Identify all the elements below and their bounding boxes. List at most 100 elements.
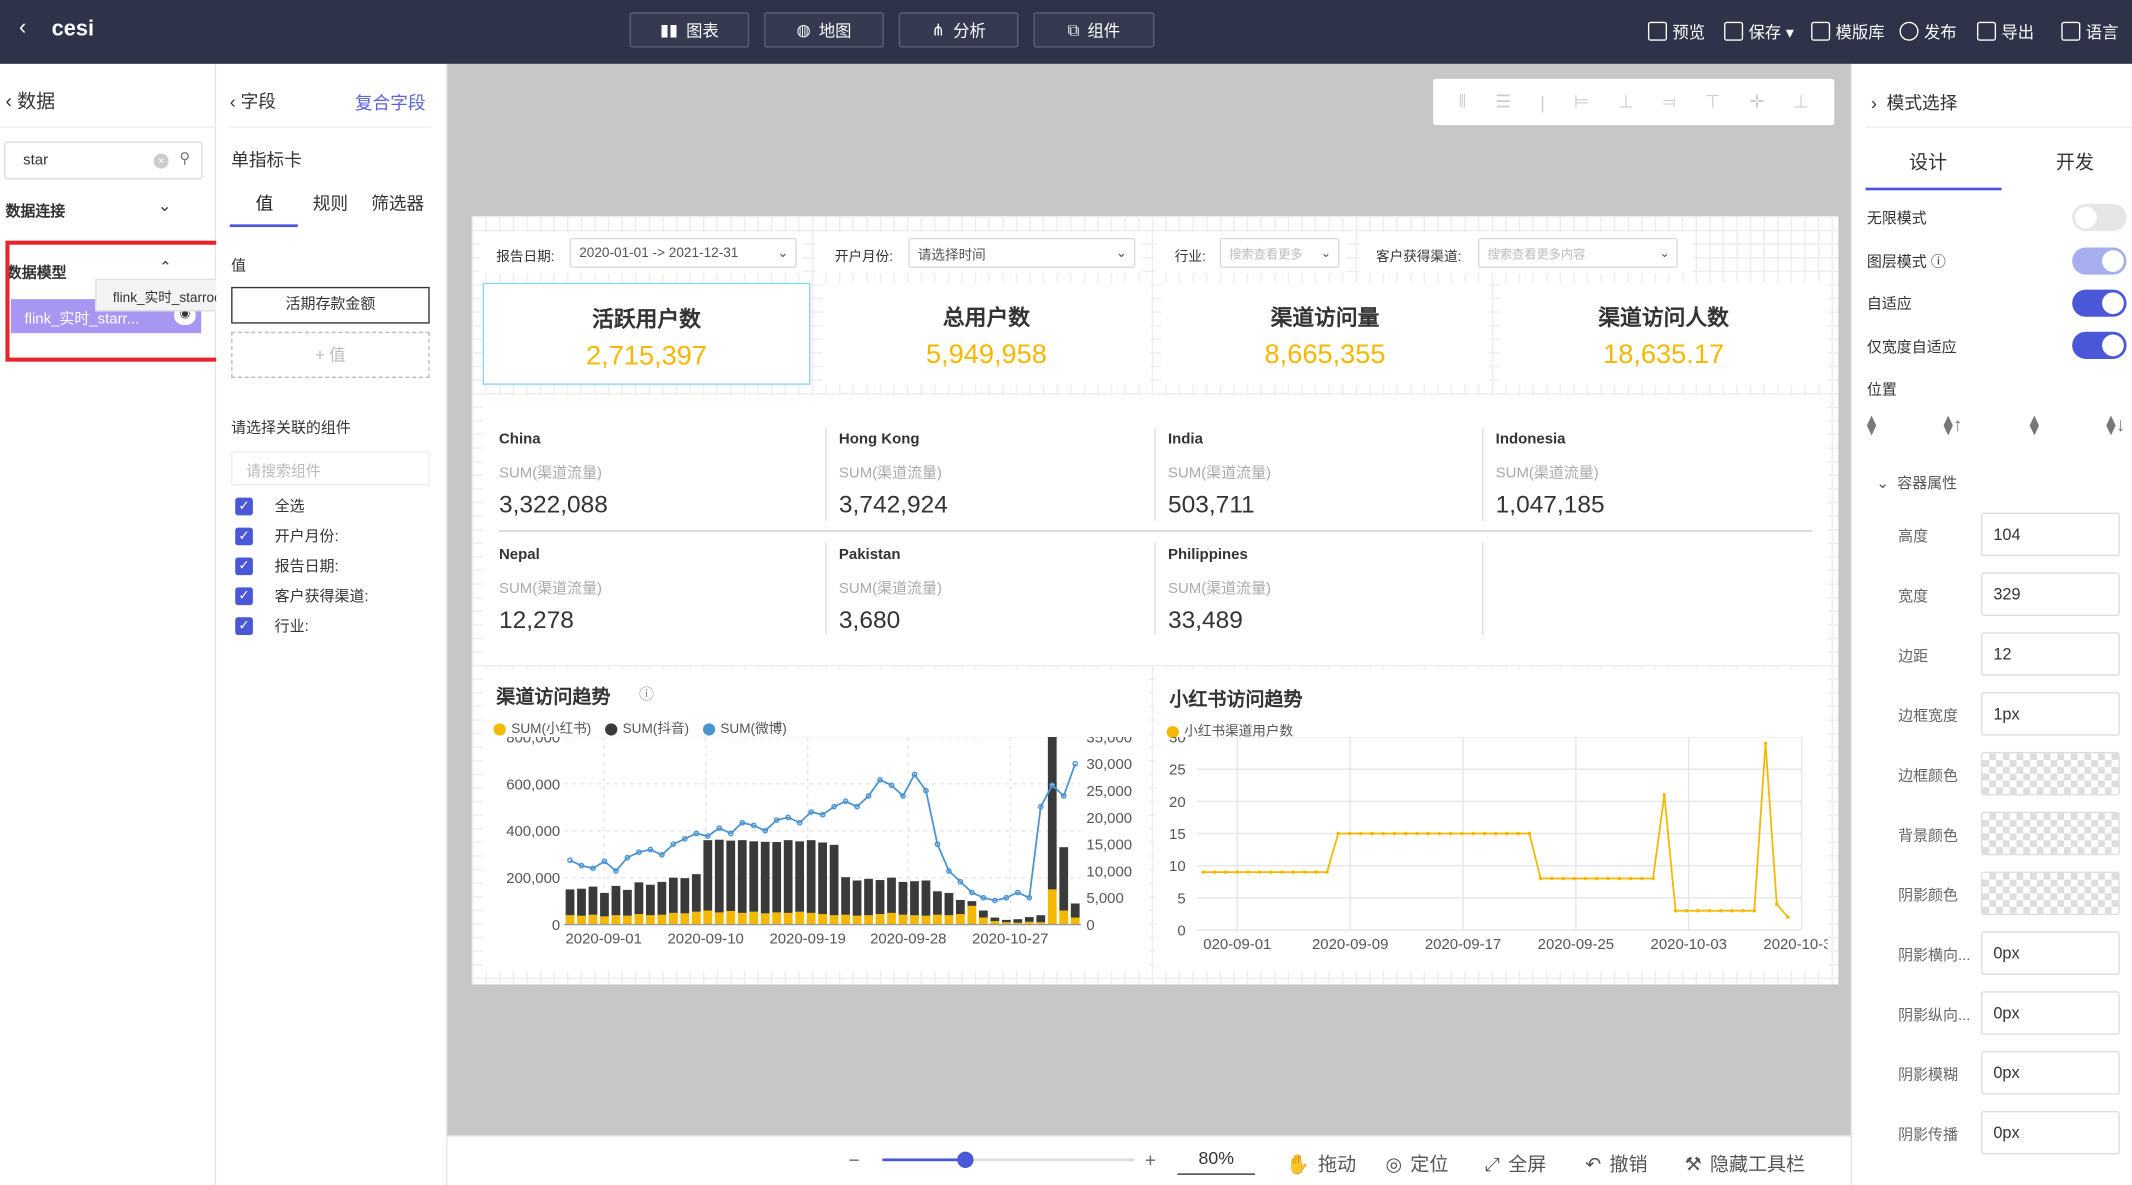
report-date-select[interactable]: 2020-01-01 -> 2021-12-31 ⌄ <box>569 237 797 268</box>
infinite-mode-toggle[interactable] <box>2072 203 2127 232</box>
country-grid[interactable]: China SUM(渠道流量) 3,322,088 Hong Kong SUM(渠道流… <box>482 395 1828 665</box>
prop-input[interactable] <box>1981 751 2120 796</box>
data-model-label[interactable]: 数据模型 <box>6 265 67 282</box>
checkbox-icon[interactable]: ✓ <box>235 526 253 545</box>
export-button[interactable]: 导出 <box>1977 19 2034 43</box>
layer-mode-toggle[interactable] <box>2072 247 2127 275</box>
width-adaptive-toggle[interactable] <box>2072 331 2127 359</box>
fullscreen-button[interactable]: ⤢ 全屏 <box>1484 1152 1547 1175</box>
legend-item[interactable]: SUM(抖音) <box>604 717 689 737</box>
linked-item[interactable]: ✓ 行业: <box>235 611 368 641</box>
composite-field-link[interactable]: 复合字段 <box>354 92 426 113</box>
x-tick-label: 2020-09-01 <box>565 931 641 948</box>
search-icon[interactable]: ⚲ <box>179 150 191 168</box>
channel-select[interactable]: 搜索查看更多内容 ⌄ <box>1477 237 1678 268</box>
chevron-down-icon[interactable]: ⌄ <box>157 195 172 215</box>
align-icon[interactable]: ⊨ <box>1573 91 1590 112</box>
zoom-value[interactable]: 80% <box>1177 1145 1256 1175</box>
prop-input[interactable]: 104 <box>1981 512 2120 557</box>
locate-button[interactable]: ◎ 定位 <box>1385 1152 1449 1175</box>
linked-item[interactable]: ✓ 全选 <box>235 491 368 521</box>
layer-top-icon[interactable]: ⧫ <box>1866 413 1877 436</box>
value-field-chip[interactable]: 活期存款金额 <box>231 286 430 324</box>
bar-xiaohongshu <box>841 914 850 925</box>
checkbox-icon[interactable]: ✓ <box>235 586 253 605</box>
zoom-in-icon[interactable]: + <box>1144 1148 1156 1171</box>
legend-item[interactable]: SUM(微博) <box>702 717 787 737</box>
layer-down-icon[interactable]: ⧫ <box>2029 413 2040 436</box>
align-icon[interactable]: ⫤ <box>1662 91 1677 112</box>
tab-chart[interactable]: ▮▮ 图表 <box>629 12 750 48</box>
linked-item[interactable]: ✓ 开户月份: <box>235 521 368 551</box>
back-icon[interactable]: ‹ <box>19 16 27 40</box>
tools-icon: ⚒ <box>1684 1152 1702 1175</box>
publish-button[interactable]: 发布 <box>1899 19 1957 43</box>
drag-button[interactable]: ✋ 拖动 <box>1286 1152 1357 1175</box>
prop-input[interactable]: 12 <box>1981 632 2120 676</box>
prop-input[interactable]: 1px <box>1981 692 2120 736</box>
tab-design[interactable]: 设计 <box>1909 150 1948 173</box>
align-icon[interactable]: ✛ <box>1749 91 1765 112</box>
tab-develop[interactable]: 开发 <box>2055 150 2094 173</box>
prop-input[interactable] <box>1981 871 2120 916</box>
help-icon[interactable]: ⓘ <box>639 686 655 703</box>
field-panel-title[interactable]: ‹ 字段 <box>229 91 276 112</box>
tab-analysis[interactable]: ⋔ 分析 <box>898 12 1019 48</box>
align-icon[interactable]: ⊤ <box>1705 91 1721 112</box>
hide-toolbar-button[interactable]: ⚒ 隐藏工具栏 <box>1684 1152 1806 1175</box>
kpi-card[interactable]: 总用户数 5,949,958 <box>822 282 1151 385</box>
country-metric: Nepal SUM(渠道流量) 12,278 <box>499 546 603 634</box>
prop-input[interactable] <box>1981 811 2120 856</box>
checkbox-icon[interactable]: ✓ <box>235 556 253 575</box>
template-library-button[interactable]: 模版库 <box>1811 19 1885 43</box>
tab-filter[interactable]: 筛选器 <box>371 193 425 214</box>
container-props-header[interactable]: ⌄ 容器属性 <box>1876 475 1958 493</box>
linked-item[interactable]: ✓ 客户获得渠道: <box>235 581 369 611</box>
data-connection-label[interactable]: 数据连接 <box>5 203 66 221</box>
kpi-card[interactable]: 渠道访问人数 18,635.17 <box>1499 282 1828 385</box>
data-panel-title[interactable]: ‹ 数据 <box>5 89 56 112</box>
prop-input[interactable]: 0px <box>1981 931 2120 975</box>
language-button[interactable]: 语言 <box>2061 19 2118 43</box>
align-icon[interactable]: ⊥ <box>1618 91 1634 112</box>
chevron-up-icon[interactable]: ⌃ <box>159 259 172 277</box>
industry-select[interactable]: 搜索查看更多 ⌄ <box>1219 237 1340 268</box>
layer-bottom-icon[interactable]: ⧫↓ <box>2106 413 2126 436</box>
clear-icon[interactable]: × <box>153 153 169 169</box>
tab-rule[interactable]: 规则 <box>312 193 349 214</box>
mode-select-title[interactable]: › 模式选择 <box>1870 92 1958 113</box>
kpi-card[interactable]: 渠道访问量 8,665,355 <box>1161 282 1489 385</box>
checkbox-icon[interactable]: ✓ <box>235 616 253 635</box>
align-icon[interactable]: ⊥ <box>1793 91 1809 112</box>
preview-button[interactable]: 预览 <box>1647 19 1705 43</box>
xiaohongshu-trend-chart[interactable]: 小红书访问趋势 小红书渠道用户数 30 25 20 15 10 5 0 020-09-01 20… <box>1155 668 1828 971</box>
undo-button[interactable]: ↶ 撤销 <box>1585 1152 1648 1175</box>
tab-value[interactable]: 值 <box>255 193 274 214</box>
prop-input[interactable]: 0px <box>1981 1110 2120 1155</box>
data-search-input[interactable]: star × ⚲ <box>4 141 203 180</box>
zoom-out-icon[interactable]: − <box>848 1148 860 1171</box>
zoom-slider[interactable] <box>882 1151 1134 1168</box>
linked-item[interactable]: ✓ 报告日期: <box>235 551 368 581</box>
checkbox-icon[interactable]: ✓ <box>235 496 253 515</box>
legend-item[interactable]: SUM(小红书) <box>493 717 591 737</box>
open-month-select[interactable]: 请选择时间 ⌄ <box>908 237 1136 268</box>
align-icon[interactable]: ⦀ <box>1458 91 1467 112</box>
align-icon[interactable]: ☰ <box>1495 91 1512 112</box>
prop-input[interactable]: 0px <box>1981 1051 2120 1095</box>
add-value-button[interactable]: + 值 <box>231 331 430 378</box>
chevron-down-icon: ⌄ <box>1115 245 1128 261</box>
tab-map[interactable]: ◍ 地图 <box>764 12 884 48</box>
prop-row: 边距 12 <box>1852 632 2132 676</box>
adaptive-toggle[interactable] <box>2072 289 2127 317</box>
channel-trend-chart[interactable]: 渠道访问趋势 ⓘ SUM(小红书) SUM(抖音) SUM(微博) 800,00… <box>482 668 1149 971</box>
prop-input[interactable]: 0px <box>1981 991 2120 1035</box>
prop-label: 阴影模糊 <box>1898 1067 1958 1084</box>
tab-component[interactable]: ⧉ 组件 <box>1033 12 1155 48</box>
prop-input[interactable]: 329 <box>1981 572 2120 616</box>
component-search-input[interactable]: 请搜索组件 <box>231 451 430 486</box>
layer-up-icon[interactable]: ⧫↑ <box>1943 413 1963 436</box>
save-button[interactable]: 保存 ▾ <box>1724 19 1794 43</box>
kpi-card[interactable]: 活跃用户数 2,715,397 <box>482 282 811 385</box>
country-metric: India SUM(渠道流量) 503,711 <box>1167 431 1272 519</box>
